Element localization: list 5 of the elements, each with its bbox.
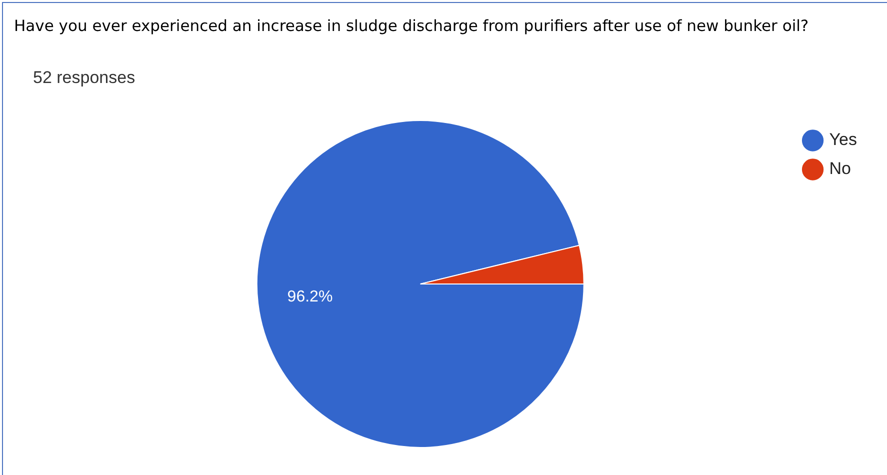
data-label: 96.2%: [287, 288, 333, 306]
legend-label: Yes: [829, 130, 857, 150]
text: 52 responses: [33, 68, 136, 88]
chart-title: Have you ever experienced an increase in sludge discharge from purifiers after use of new bunker oil?: [14, 17, 809, 35]
legend-label: No: [829, 159, 851, 178]
